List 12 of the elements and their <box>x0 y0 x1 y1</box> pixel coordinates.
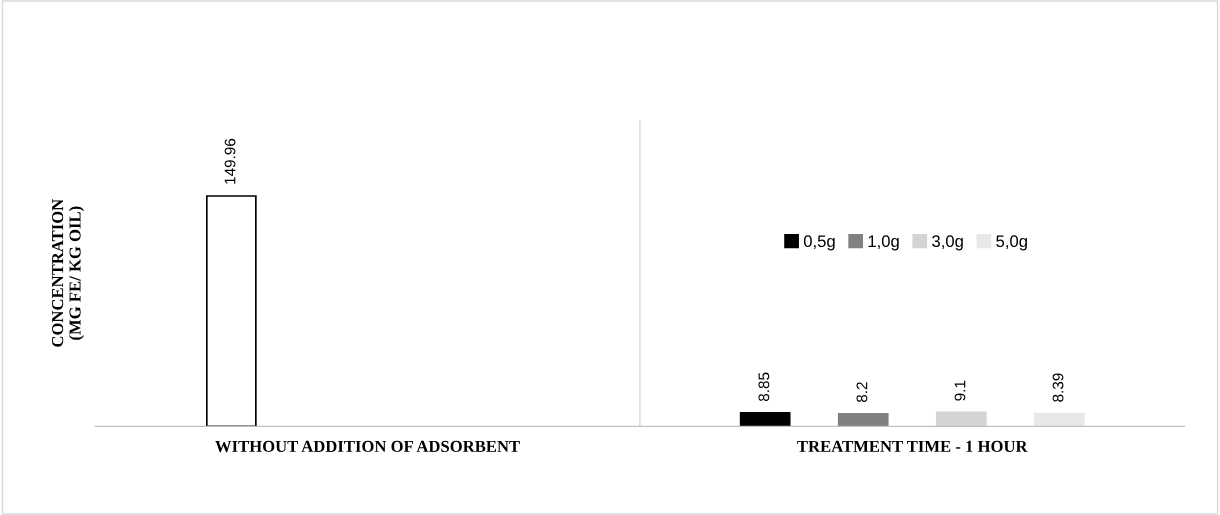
data-label: 8.39 <box>1052 373 1064 402</box>
x-tick-label: TREATMENT TIME - 1 HOUR <box>797 440 1028 453</box>
legend-label: 3,0g <box>932 235 963 251</box>
legend-label: 5,0g <box>996 235 1027 251</box>
legend-label: 0,5g <box>803 235 835 251</box>
data-label: 9.1 <box>954 380 966 401</box>
x-tick-label: WITHOUT ADDITION OF ADSORBENT <box>215 440 520 453</box>
data-label: 149.96 <box>224 138 236 184</box>
data-label: 8.85 <box>758 372 770 402</box>
data-label: 8.2 <box>856 382 868 403</box>
y-axis-title: CONCENTRATION (MG FE/ KG OIL) <box>52 199 85 347</box>
legend-label: 1,0g <box>868 235 899 251</box>
